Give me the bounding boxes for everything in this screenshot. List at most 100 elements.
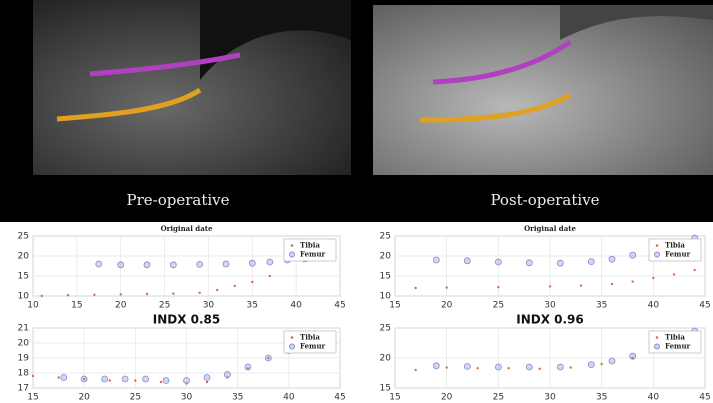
chart-title: INDX 0.96	[516, 313, 584, 327]
data-point	[526, 260, 532, 266]
data-point	[507, 367, 509, 369]
x-tick-label: 45	[334, 393, 345, 403]
data-point	[134, 379, 136, 381]
y-tick-label: 20	[380, 354, 392, 364]
legend-marker	[290, 344, 295, 349]
data-point	[673, 273, 675, 275]
x-tick-label: 35	[247, 301, 258, 311]
legend-label: Femur	[665, 250, 691, 259]
x-tick-label: 45	[699, 301, 710, 311]
data-point	[265, 355, 271, 361]
data-point	[67, 294, 69, 296]
data-point	[609, 358, 615, 364]
y-tick-label: 25	[380, 232, 391, 242]
legend-label: Tibia	[300, 333, 320, 342]
x-tick-label: 40	[290, 301, 302, 311]
legend-label: Femur	[300, 342, 326, 351]
data-point	[445, 286, 447, 288]
data-point	[588, 362, 594, 368]
legend-label: Femur	[665, 342, 691, 351]
x-tick-label: 40	[648, 393, 660, 403]
legend-marker	[656, 244, 659, 247]
y-tick-label: 25	[380, 324, 391, 334]
data-point	[223, 261, 229, 267]
data-point	[93, 294, 95, 296]
data-point	[630, 353, 636, 359]
x-tick-label: 25	[493, 393, 504, 403]
xray-post	[373, 5, 713, 175]
x-tick-label: 15	[71, 301, 82, 311]
data-point	[160, 381, 162, 383]
data-point	[652, 277, 654, 279]
data-point	[630, 252, 636, 258]
data-point	[464, 258, 470, 264]
legend-label: Femur	[300, 250, 326, 259]
x-tick-label: 25	[493, 301, 504, 311]
data-point	[102, 376, 108, 382]
data-point	[538, 368, 540, 370]
data-point	[433, 257, 439, 263]
x-tick-label: 15	[389, 393, 400, 403]
y-tick-label: 25	[18, 232, 29, 242]
data-point	[81, 376, 87, 382]
x-tick-label: 30	[181, 393, 193, 403]
legend-marker	[290, 252, 295, 257]
data-point	[557, 364, 563, 370]
x-tick-label: 35	[596, 393, 607, 403]
data-point	[588, 259, 594, 265]
y-tick-label: 15	[18, 272, 29, 282]
y-tick-label: 19	[18, 354, 30, 364]
x-tick-label: 40	[283, 393, 295, 403]
y-tick-label: 15	[380, 272, 391, 282]
y-tick-label: 20	[18, 339, 30, 349]
x-tick-label: 45	[334, 301, 345, 311]
y-tick-label: 20	[18, 252, 30, 262]
data-point	[96, 261, 102, 267]
data-point	[495, 259, 501, 265]
x-tick-label: 15	[27, 393, 38, 403]
y-tick-label: 18	[18, 369, 30, 379]
x-tick-label: 35	[232, 393, 243, 403]
data-point	[57, 376, 59, 378]
x-tick-label: 30	[544, 393, 556, 403]
chart-title: Original date	[524, 224, 576, 233]
data-point	[144, 262, 150, 268]
legend-marker	[291, 244, 294, 247]
data-point	[251, 281, 253, 283]
x-tick-label: 20	[78, 393, 90, 403]
y-tick-label: 20	[380, 252, 392, 262]
x-tick-label: 30	[203, 301, 215, 311]
data-point	[216, 289, 218, 291]
data-point	[495, 364, 501, 370]
data-point	[184, 378, 190, 384]
data-point	[109, 379, 111, 381]
data-point	[631, 280, 633, 282]
data-point	[224, 372, 230, 378]
panel-caption: Pre-operative	[126, 191, 229, 209]
x-tick-label: 20	[441, 393, 453, 403]
data-point	[464, 363, 470, 369]
data-point	[497, 286, 499, 288]
data-point	[198, 292, 200, 294]
data-point	[693, 269, 695, 271]
legend-label: Tibia	[665, 241, 685, 250]
data-point	[204, 375, 210, 381]
data-point	[526, 364, 532, 370]
data-point	[414, 287, 416, 289]
data-point	[122, 376, 128, 382]
data-point	[269, 275, 271, 277]
data-point	[549, 285, 551, 287]
data-point	[611, 283, 613, 285]
data-point	[197, 261, 203, 267]
x-tick-label: 40	[648, 301, 660, 311]
legend-marker	[291, 336, 294, 339]
data-point	[580, 284, 582, 286]
data-point	[609, 256, 615, 262]
x-tick-label: 25	[130, 393, 141, 403]
x-tick-label: 20	[115, 301, 127, 311]
x-tick-label: 15	[389, 301, 400, 311]
data-point	[61, 375, 67, 381]
data-point	[234, 285, 236, 287]
x-tick-label: 20	[441, 301, 453, 311]
legend-marker	[655, 252, 660, 257]
